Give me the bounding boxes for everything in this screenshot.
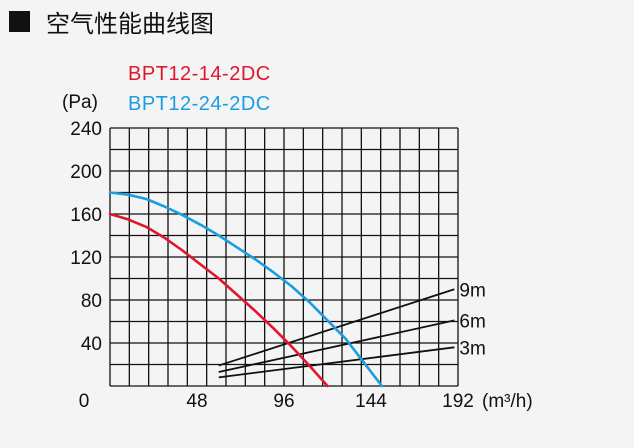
x-tick-label: 48 [186, 391, 207, 412]
system-curve-line [218, 346, 455, 379]
y-axis-label: (Pa) [62, 92, 98, 113]
x-tick-label: 144 [355, 391, 387, 412]
y-tick-label: 160 [70, 205, 102, 226]
y-tick-label: 240 [70, 119, 102, 140]
chart-labels: 9m 6m 3m BPT12-14-2DC BPT12-24-2DC (Pa) 40 80 12… [62, 63, 533, 412]
series-line [108, 191, 384, 388]
y-tick-label: 80 [81, 291, 102, 312]
system-curve-line [218, 288, 455, 367]
system-curve-label: 3m [459, 338, 485, 359]
chart-grid [109, 127, 459, 387]
legend-entry: BPT12-24-2DC [128, 93, 271, 115]
series-line [108, 212, 329, 388]
x-tick-label: 0 [79, 391, 90, 412]
y-tick-label: 40 [81, 334, 102, 355]
system-curve-line [218, 319, 455, 373]
y-tick-label: 120 [70, 248, 102, 269]
y-tick-label: 200 [70, 162, 102, 183]
chart-curves [108, 191, 455, 388]
page-title: 空气性能曲线图 [46, 10, 214, 38]
title-bullet-square [9, 11, 30, 32]
x-axis-label: (m³/h) [482, 391, 533, 412]
legend-entry: BPT12-14-2DC [128, 63, 271, 85]
x-tick-label: 96 [273, 391, 294, 412]
system-curve-label: 6m [459, 311, 485, 332]
system-curve-label: 9m [459, 280, 485, 301]
x-tick-label: 192 [442, 391, 474, 412]
